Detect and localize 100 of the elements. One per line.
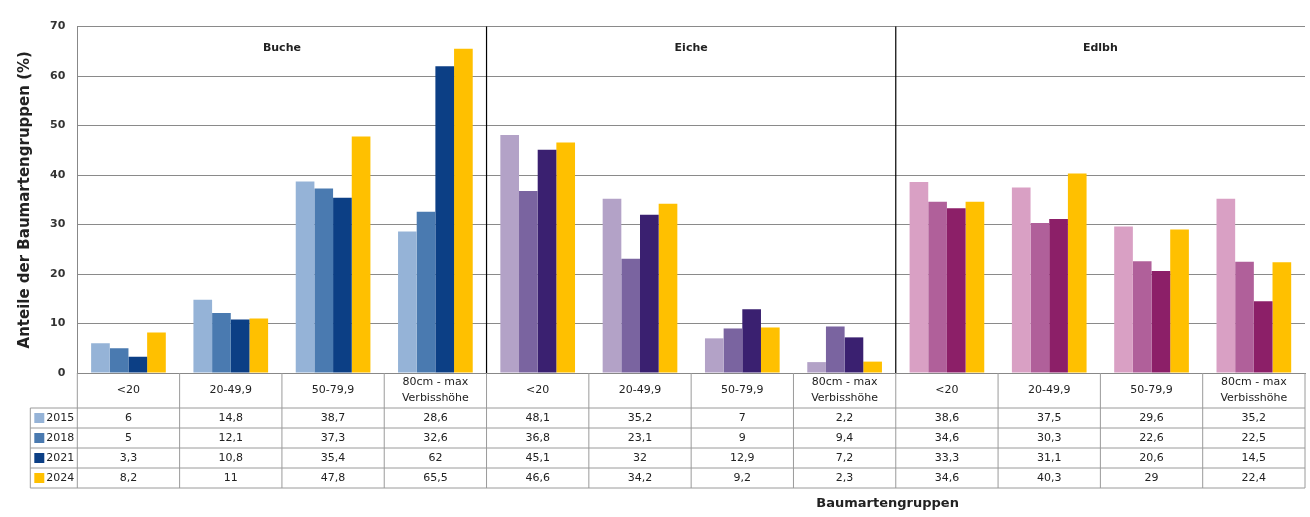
y-tick-label: 0 [57,365,66,379]
bar [230,319,250,373]
y-tick-label: 40 [50,167,66,181]
data-label: 14,5 [1241,450,1267,464]
data-label: 3,3 [119,450,138,464]
x-tick-label: 20-49,9 [618,383,662,397]
y-tick-label: 20 [50,266,66,280]
bar [909,181,929,373]
data-label: 9 [738,430,746,444]
data-label: 37,5 [1036,410,1062,424]
bar [1253,301,1273,373]
bar [1216,198,1236,373]
bar [965,201,985,373]
x-tick-label: <20 [526,383,550,397]
data-label: 9,2 [733,470,752,484]
bar [416,211,436,373]
data-label: 65,5 [423,470,448,484]
data-label: 34,6 [934,470,960,484]
x-tick-label: 80cm - max Verbisshöhe [401,375,470,405]
x-tick-label: <20 [935,383,959,397]
bar [454,48,473,373]
x-tick-label: 50-79,9 [1130,383,1173,397]
data-label: 12,9 [730,450,755,464]
data-label: 47,8 [320,470,346,484]
bar [398,231,417,373]
bar [1170,229,1189,373]
bar [351,136,371,373]
x-tick-label: 50-79,9 [721,383,764,397]
y-tick-label: 70 [50,19,66,33]
bar [212,313,231,373]
bar [863,361,882,373]
data-label: 45,1 [525,450,550,464]
data-label: 6 [124,410,132,424]
bar [91,343,110,373]
legend-label: 2018 [46,430,75,444]
bar [760,327,780,373]
bar [249,318,269,373]
data-label: 9,4 [835,430,854,444]
bar [928,201,947,373]
data-label: 11 [223,470,238,484]
data-label: 34,6 [934,430,960,444]
data-label: 30,3 [1036,430,1062,444]
bar [314,188,334,373]
text: Baumartengruppen [816,495,959,511]
x-tick-label: 20-49,9 [1028,383,1071,397]
bar [1151,271,1171,373]
bar [704,338,724,373]
bar [1067,173,1087,373]
x-tick-label: 20-49,9 [209,383,252,397]
bar [946,208,966,373]
data-label: 5 [124,430,132,444]
legend-label: 2021 [46,450,75,464]
bar [193,299,213,373]
data-label: 12,1 [218,430,244,444]
data-label: 20,6 [1139,450,1164,464]
bar [1132,261,1152,373]
bar [1114,226,1133,373]
data-label: 22,5 [1241,430,1267,444]
bar [147,332,166,373]
data-label: 10,8 [218,450,244,464]
bar [1049,219,1068,373]
bar [1030,223,1050,373]
bar [128,356,148,373]
data-label: 62 [428,450,443,464]
legend-label: 2015 [46,410,75,424]
bar [109,348,129,373]
data-label: 8,2 [119,470,138,484]
x-tick-label: 80cm - max Verbisshöhe [811,375,879,405]
bar [295,181,315,373]
legend-label: 2024 [46,470,75,484]
x-tick-label: 50-79,9 [311,383,355,397]
y-tick-label: 30 [50,217,66,231]
bar [519,190,538,373]
data-label: 34,2 [627,470,653,484]
annotation: Edlbh [1082,41,1118,55]
bar [500,134,520,373]
data-label: 31,1 [1036,450,1062,464]
data-label: 22,4 [1241,470,1267,484]
data-label: 32,6 [423,430,448,444]
data-label: 35,2 [1241,410,1267,424]
data-label: 29 [1144,470,1159,484]
bar [844,337,864,373]
bar [602,198,622,373]
bar [1011,187,1031,373]
data-label: 14,8 [218,410,244,424]
bar [621,258,640,373]
y-axis-title: Anteile der Baumartengruppen (%) [14,51,33,349]
x-tick-label: 80cm - max Verbisshöhe [1220,375,1288,405]
bar [825,326,845,373]
x-tick-label: <20 [116,383,141,397]
data-label: 28,6 [423,410,448,424]
data-label: 23,1 [627,430,653,444]
data-label: 37,3 [320,430,346,444]
bar [723,328,743,373]
data-label: 7 [738,410,746,424]
y-tick-label: 10 [50,316,66,330]
data-label: 35,2 [627,410,653,424]
bar [537,149,557,373]
data-label: 2,3 [835,470,854,484]
data-label: 33,3 [934,450,960,464]
